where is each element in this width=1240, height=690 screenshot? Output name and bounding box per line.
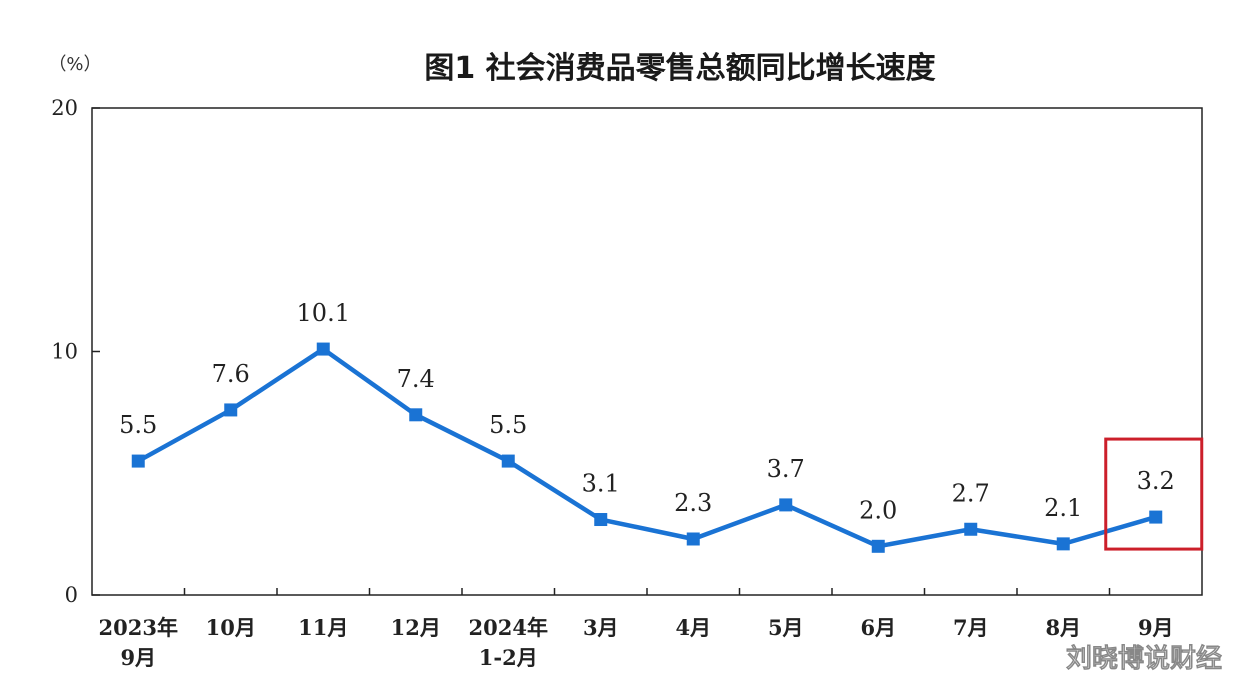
x-tick-label: 5月 <box>768 615 804 640</box>
data-label: 7.6 <box>212 360 250 388</box>
data-point-marker <box>409 408 423 422</box>
x-tick-label: 2024年 <box>469 615 548 640</box>
x-tick-label: 4月 <box>675 615 711 640</box>
x-tick-label: 9月 <box>1138 615 1174 640</box>
x-tick-label: 12月 <box>391 615 441 640</box>
series-line <box>137 346 1157 549</box>
data-labels: 5.5 7.6 10.1 7.4 5.5 3.1 2.3 3.7 2.0 2.7 2.1 3.2 <box>119 299 1175 524</box>
x-tick-label: 10月 <box>206 615 256 640</box>
watermark-text: 刘晓博说财经 <box>1066 643 1222 674</box>
data-point-marker <box>871 539 885 553</box>
highlight-box <box>1104 437 1204 551</box>
x-tick-label: 6月 <box>860 615 896 640</box>
data-label: 3.2 <box>1137 467 1175 495</box>
data-point-marker <box>316 342 330 356</box>
data-label: 2.1 <box>1044 494 1082 522</box>
x-tick-label: 2023年 <box>99 615 178 640</box>
data-point-marker <box>131 454 145 468</box>
chart-title: 图1 社会消费品零售总额同比增长速度 <box>424 51 935 86</box>
data-label: 3.1 <box>582 470 620 498</box>
x-tick-label: 3月 <box>583 615 619 640</box>
data-label: 2.0 <box>859 496 897 524</box>
data-label: 3.7 <box>767 455 805 483</box>
y-tick-label: 0 <box>65 583 78 607</box>
data-point-marker <box>1056 537 1070 551</box>
x-tick-label: 1-2月 <box>479 645 538 670</box>
x-axis: 2023年 9月 10月 11月 12月 2024年 1-2月 3月 4月 5月 6月 7月 8月 9月 <box>99 588 1174 670</box>
y-axis: 0 10 20 <box>51 96 100 607</box>
data-label: 7.4 <box>397 365 435 393</box>
plot-frame <box>91 107 1203 596</box>
data-label: 2.3 <box>674 489 712 517</box>
data-point-marker <box>964 522 978 536</box>
data-point-marker <box>501 454 515 468</box>
data-label: 5.5 <box>119 411 157 439</box>
data-point-marker <box>224 403 238 417</box>
x-tick-label: 11月 <box>298 615 348 640</box>
data-label: 10.1 <box>297 299 350 327</box>
y-axis-unit-label: （%） <box>48 54 101 75</box>
data-label: 5.5 <box>489 411 527 439</box>
data-point-marker <box>779 498 793 512</box>
y-tick-label: 10 <box>51 340 78 364</box>
data-point-marker <box>594 513 608 527</box>
series-group <box>131 342 1163 553</box>
data-label: 2.7 <box>952 479 990 507</box>
x-tick-label: 7月 <box>953 615 989 640</box>
data-point-marker <box>686 532 700 546</box>
data-point-marker <box>1149 510 1163 524</box>
y-tick-label: 20 <box>51 96 78 120</box>
x-tick-label: 9月 <box>120 645 156 670</box>
x-tick-label: 8月 <box>1045 615 1081 640</box>
